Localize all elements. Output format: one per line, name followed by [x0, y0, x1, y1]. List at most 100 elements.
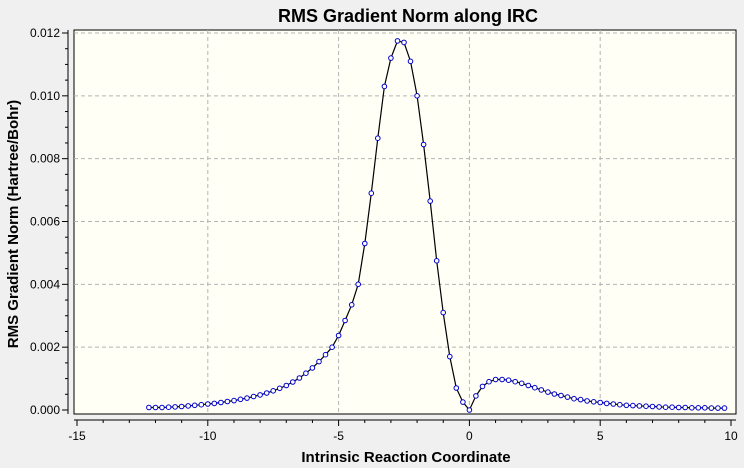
- data-point: [551, 391, 558, 397]
- data-point: [191, 402, 198, 409]
- data-point: [479, 383, 486, 390]
- data-point: [617, 401, 623, 408]
- data-point: [263, 390, 270, 396]
- data-point: [440, 309, 447, 316]
- data-point: [545, 389, 551, 395]
- y-tick-label: 0.006: [30, 215, 60, 229]
- data-point: [453, 385, 460, 391]
- data-point: [362, 240, 368, 247]
- data-point: [329, 344, 335, 351]
- data-point: [662, 404, 669, 411]
- data-point: [178, 403, 185, 410]
- data-point: [708, 405, 715, 411]
- data-point: [689, 405, 695, 411]
- data-point: [335, 332, 342, 339]
- data-point: [237, 396, 244, 403]
- y-tick-label: 0.012: [30, 26, 60, 40]
- data-point: [715, 405, 721, 411]
- data-point: [276, 385, 283, 392]
- data-point: [375, 135, 381, 141]
- data-point: [296, 375, 303, 381]
- data-point: [538, 387, 545, 393]
- data-point: [649, 403, 656, 410]
- data-point: [218, 399, 224, 406]
- data-point: [702, 405, 708, 411]
- data-point: [290, 379, 296, 385]
- data-point: [257, 392, 263, 398]
- data-point: [590, 399, 597, 405]
- y-tick-label: 0.004: [30, 277, 60, 291]
- data-point: [721, 405, 728, 411]
- x-tick-label: 0: [466, 429, 473, 443]
- data-point: [172, 404, 178, 410]
- y-tick-label: 0.010: [30, 89, 60, 103]
- data-point: [159, 404, 165, 411]
- data-point: [460, 399, 466, 405]
- data-point: [322, 351, 329, 358]
- data-point: [388, 55, 394, 61]
- data-point: [447, 353, 453, 360]
- data-point: [473, 393, 479, 399]
- data-point: [152, 404, 159, 411]
- data-point: [309, 365, 316, 371]
- x-tick-label: 10: [724, 429, 738, 443]
- data-point: [630, 402, 636, 409]
- data-point: [571, 395, 577, 402]
- data-point: [250, 393, 257, 400]
- data-point: [656, 404, 662, 410]
- data-point: [682, 404, 689, 411]
- y-tick-label: 0.008: [30, 152, 60, 166]
- data-point: [505, 377, 512, 384]
- x-tick-label: -15: [68, 429, 86, 443]
- data-point: [427, 198, 434, 204]
- data-point: [532, 384, 538, 391]
- data-point: [348, 302, 355, 308]
- data-point: [564, 394, 571, 400]
- data-point: [198, 401, 205, 408]
- plot-area: -15 -10 -5 0 5 10 0.000 0.002 0.004 0.006 0.008 0.0…: [30, 26, 738, 443]
- data-point: [165, 404, 172, 411]
- data-point: [636, 403, 643, 409]
- data-point: [303, 370, 309, 377]
- data-point: [211, 400, 218, 407]
- data-point: [420, 141, 427, 148]
- y-axis-label: RMS Gradient Norm (Hartree/Bohr): [5, 100, 22, 348]
- x-tick-label: -10: [199, 429, 217, 443]
- data-point: [407, 58, 414, 65]
- y-tick-label: 0.002: [30, 340, 60, 354]
- chart-title: RMS Gradient Norm along IRC: [278, 6, 538, 26]
- data-point: [643, 403, 649, 410]
- data-point: [244, 395, 250, 401]
- x-axis-label: Intrinsic Reaction Coordinate: [301, 449, 510, 466]
- y-tick-label: 0.000: [30, 403, 60, 417]
- data-point: [512, 378, 519, 385]
- data-point: [394, 38, 401, 44]
- data-point: [695, 405, 702, 411]
- data-point: [525, 382, 532, 389]
- data-point: [603, 400, 610, 407]
- data-point: [433, 258, 440, 264]
- data-point: [146, 404, 152, 411]
- data-point: [577, 396, 584, 403]
- data-point: [368, 190, 375, 196]
- data-point: [283, 382, 290, 389]
- data-point: [610, 401, 617, 407]
- data-point: [558, 392, 564, 399]
- data-point: [518, 380, 525, 387]
- data-point: [401, 39, 407, 46]
- data-point: [623, 402, 630, 409]
- data-point: [414, 93, 420, 99]
- data-point: [342, 317, 348, 324]
- data-point: [486, 378, 492, 385]
- x-tick-label: -5: [333, 429, 344, 443]
- data-point: [185, 403, 191, 409]
- data-point: [492, 376, 499, 383]
- data-point: [231, 397, 237, 404]
- data-point: [355, 281, 362, 288]
- data-point: [316, 358, 322, 365]
- data-point: [675, 404, 682, 411]
- data-point: [584, 398, 590, 404]
- data-point: [270, 388, 277, 394]
